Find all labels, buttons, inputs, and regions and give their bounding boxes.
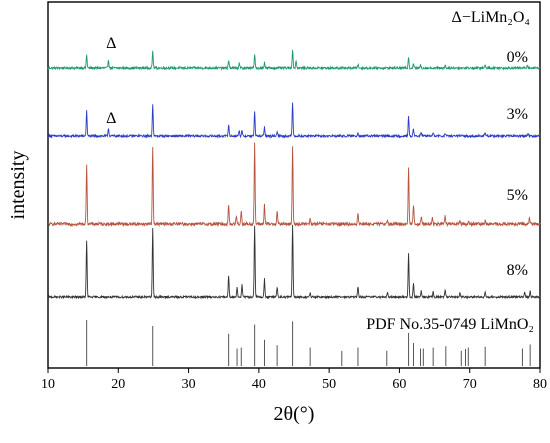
series-line-5pct — [47, 142, 541, 228]
series-label-5pct: 5% — [507, 187, 528, 204]
x-tick-label-50: 50 — [322, 377, 336, 392]
x-tick-label-30: 30 — [182, 377, 196, 392]
x-tick-label-20: 20 — [111, 377, 125, 392]
delta-annotation-0: Δ — [106, 35, 116, 52]
delta-annotation-1: Δ — [106, 110, 116, 127]
x-tick-label-60: 60 — [392, 377, 406, 392]
series-line-0pct — [47, 49, 541, 71]
series-line-8pct — [47, 224, 541, 300]
x-tick-label-10: 10 — [41, 377, 55, 392]
y-axis-title: intensity — [7, 151, 29, 220]
legend-note: Δ−LiMn₂O₄ — [452, 9, 531, 26]
x-tick-label-80: 80 — [533, 377, 547, 392]
plot-frame — [47, 1, 541, 369]
series-label-0pct: 0% — [507, 49, 528, 66]
x-tick-label-40: 40 — [252, 377, 266, 392]
reference-label: PDF No.35-0749 LiMnO₂ — [366, 316, 534, 333]
reference-pattern — [86, 320, 531, 366]
series-label-8pct: 8% — [507, 262, 528, 279]
series-line-3pct — [47, 102, 541, 139]
series-label-3pct: 3% — [507, 106, 528, 123]
series-group: 0% 3% 5% 8% Δ Δ — [47, 35, 541, 300]
x-tick-label-70: 70 — [463, 377, 477, 392]
x-axis-ticks: 10 20 30 40 50 60 70 80 — [41, 368, 547, 392]
x-axis-title: 2θ(°) — [274, 403, 315, 425]
